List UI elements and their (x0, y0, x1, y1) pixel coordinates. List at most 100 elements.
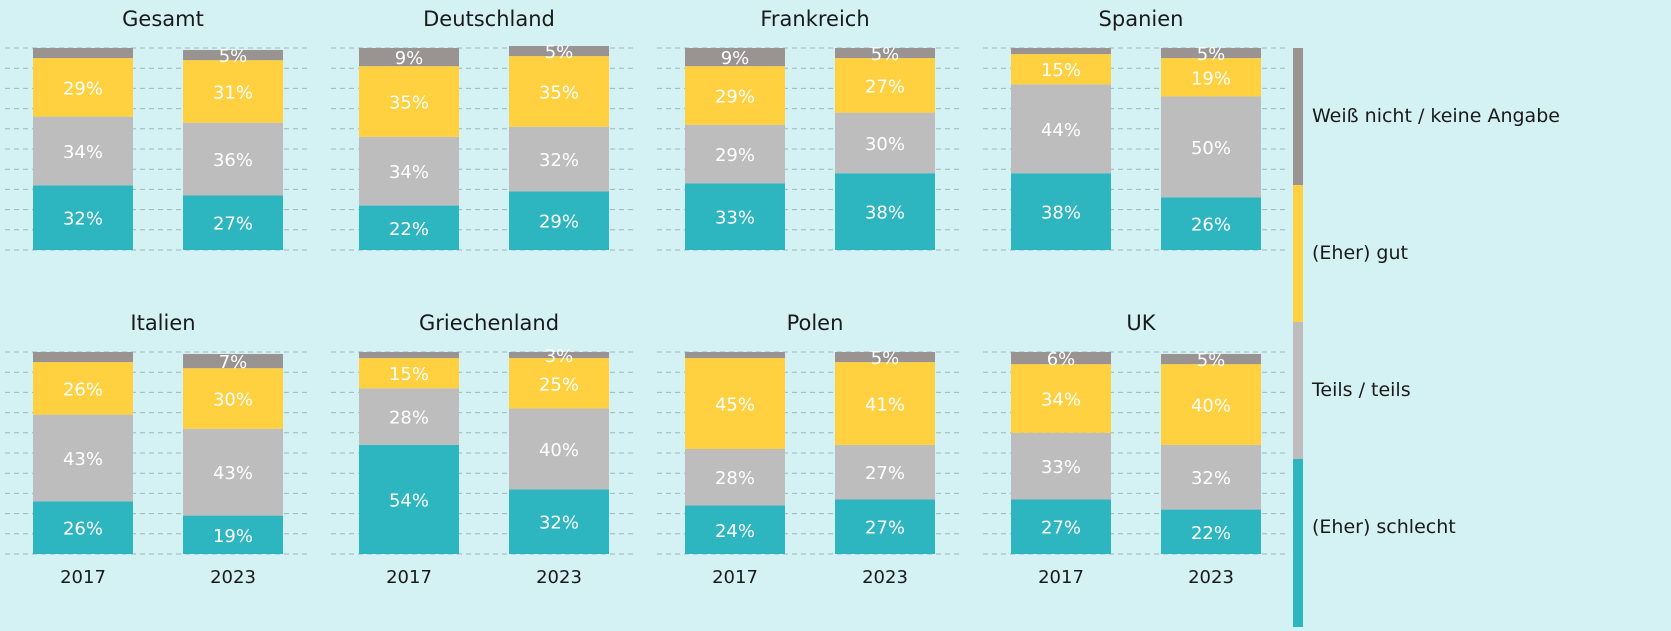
bar-segment (685, 505, 785, 554)
legend-swatch (1293, 185, 1303, 322)
x-tick-label: 2017 (1038, 567, 1084, 588)
bar-segment (359, 352, 459, 359)
bar-segment (359, 358, 459, 389)
bar-segment (1011, 432, 1111, 500)
legend-label: Teils / teils (1311, 379, 1411, 401)
chart-title: Italien (130, 311, 195, 335)
data-label: 32% (539, 150, 579, 171)
bar-segment (1011, 364, 1111, 433)
data-label: 25% (539, 374, 579, 395)
x-tick-label: 2017 (386, 567, 432, 588)
data-label: 5% (1197, 350, 1226, 371)
data-label: 5% (545, 42, 574, 63)
legend-swatch (1293, 48, 1303, 185)
x-tick-label: 2017 (712, 567, 758, 588)
x-tick-label: 2023 (862, 567, 908, 588)
bar-segment (183, 122, 283, 196)
data-label: 36% (213, 150, 253, 171)
data-label: 26% (1191, 215, 1231, 236)
bar-segment (685, 448, 785, 506)
bar-segment (509, 489, 609, 554)
data-label: 5% (1197, 44, 1226, 65)
data-label: 34% (1041, 389, 1081, 410)
data-label: 45% (715, 395, 755, 416)
bar-segment (1161, 197, 1261, 250)
bar-segment (183, 195, 283, 250)
x-tick-label: 2023 (1188, 567, 1234, 588)
bar-segment (33, 58, 133, 117)
bar-segment (509, 352, 609, 359)
data-label: 54% (389, 490, 429, 511)
data-label: 31% (213, 82, 253, 103)
bar-segment (835, 499, 935, 554)
data-label: 15% (1041, 60, 1081, 81)
bar-segment (33, 414, 133, 502)
bar-segment (183, 515, 283, 554)
data-label: 28% (715, 468, 755, 489)
data-label: 26% (63, 519, 103, 540)
data-label: 30% (213, 389, 253, 410)
data-label: 6% (1047, 349, 1076, 370)
bar-segment (835, 362, 935, 445)
data-label: 30% (865, 134, 905, 155)
data-label: 29% (715, 145, 755, 166)
data-label: 22% (389, 219, 429, 240)
chart-title: Gesamt (122, 7, 204, 31)
bar-segment (835, 112, 935, 174)
bar-segment (359, 388, 459, 445)
data-label: 32% (539, 513, 579, 534)
data-label: 50% (1191, 138, 1231, 159)
bar-segment (183, 368, 283, 429)
data-label: 28% (389, 408, 429, 429)
data-label: 29% (715, 86, 755, 107)
bar-segment (183, 60, 283, 123)
bar-segment (359, 444, 459, 554)
data-label: 35% (539, 82, 579, 103)
chart-title: Spanien (1099, 7, 1184, 31)
data-label: 32% (63, 209, 103, 230)
bar-segment (1161, 509, 1261, 554)
data-label: 27% (1041, 518, 1081, 539)
data-label: 34% (389, 162, 429, 183)
bar-segment (359, 66, 459, 137)
chart-title: Griechenland (419, 311, 559, 335)
data-label: 22% (1191, 523, 1231, 544)
bar-segment (509, 408, 609, 490)
data-label: 29% (539, 212, 579, 233)
data-label: 33% (1041, 457, 1081, 478)
bar-segment (509, 45, 609, 57)
bar-segment (685, 48, 785, 67)
bar-segment (835, 58, 935, 113)
chart-title: Frankreich (760, 7, 869, 31)
bar-segment (835, 48, 935, 59)
data-label: 9% (721, 48, 750, 69)
bar-segment (509, 126, 609, 192)
bar-segment (835, 444, 935, 500)
chart-title: Polen (787, 311, 844, 335)
bar-segment (1161, 364, 1261, 445)
bar-segment (685, 124, 785, 184)
data-label: 40% (1191, 396, 1231, 417)
bar-segment (685, 66, 785, 125)
bar-segment (1161, 58, 1261, 97)
data-label: 27% (865, 518, 905, 539)
bar-segment (1161, 96, 1261, 198)
bar-segment (1161, 48, 1261, 59)
data-label: 38% (865, 203, 905, 224)
data-label: 15% (389, 364, 429, 385)
bar-segment (33, 48, 133, 59)
bar-segment (33, 185, 133, 250)
bar-segment (33, 362, 133, 415)
bar-segment (1011, 54, 1111, 85)
bar-segment (183, 354, 283, 369)
chart-title: UK (1126, 311, 1156, 335)
data-label: 44% (1041, 120, 1081, 141)
data-label: 19% (213, 526, 253, 547)
bar-segment (1161, 354, 1261, 365)
bar-segment (359, 48, 459, 67)
bar-segment (685, 183, 785, 250)
bar-segment (509, 191, 609, 250)
data-label: 38% (1041, 203, 1081, 224)
